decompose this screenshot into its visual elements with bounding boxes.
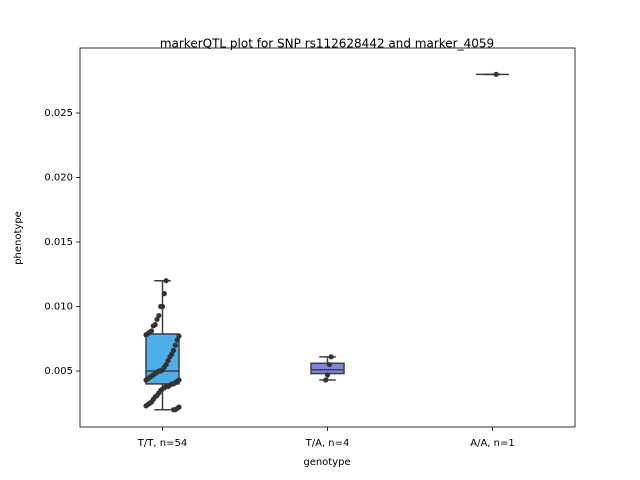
- point: [326, 361, 332, 368]
- point: [143, 377, 149, 383]
- point: [156, 312, 162, 319]
- point: [143, 403, 149, 409]
- point: [328, 354, 334, 360]
- point: [493, 71, 499, 77]
- y-tick-label: 0.025: [44, 108, 73, 119]
- y-tick-label: 0.015: [44, 237, 73, 248]
- point: [323, 377, 329, 383]
- point: [163, 278, 169, 284]
- point: [167, 354, 173, 360]
- x-tick-label: T/A, n=4: [305, 438, 350, 449]
- point: [143, 332, 149, 338]
- point: [150, 323, 156, 329]
- point: [165, 358, 171, 364]
- point: [154, 316, 160, 323]
- y-tick-label: 0.005: [44, 366, 73, 377]
- y-tick-label: 0.020: [44, 173, 73, 184]
- point: [172, 342, 178, 348]
- point: [170, 407, 177, 413]
- x-axis-label: genotype: [303, 457, 350, 468]
- point: [324, 372, 331, 378]
- point: [161, 291, 167, 297]
- point: [176, 333, 182, 339]
- point: [170, 347, 177, 353]
- point: [158, 303, 164, 310]
- y-tick-label: 0.010: [44, 302, 73, 313]
- y-axis-label: phenotype: [13, 211, 24, 265]
- chart-title: markerQTL plot for SNP rs112628442 and m…: [160, 37, 494, 51]
- x-tick-label: A/A, n=1: [470, 438, 515, 449]
- x-tick-label: T/T, n=54: [137, 438, 187, 449]
- point: [174, 337, 180, 343]
